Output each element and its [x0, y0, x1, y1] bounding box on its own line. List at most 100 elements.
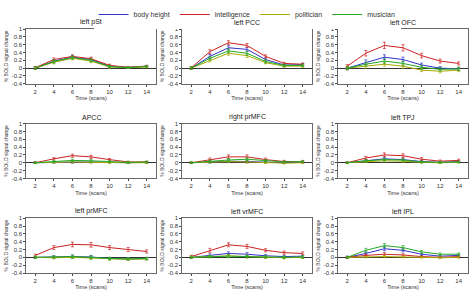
svg-text:0.2: 0.2: [170, 57, 179, 63]
svg-text:1: 1: [19, 121, 23, 127]
svg-text:1: 1: [331, 121, 335, 127]
svg-text:politician: politician: [295, 11, 322, 19]
svg-text:0.2: 0.2: [170, 152, 179, 158]
svg-text:4: 4: [208, 183, 212, 189]
svg-text:2: 2: [34, 278, 38, 284]
svg-text:8: 8: [245, 278, 249, 284]
svg-text:left OFC: left OFC: [390, 19, 416, 26]
svg-text:8: 8: [401, 89, 405, 95]
svg-text:4: 4: [208, 89, 212, 95]
svg-text:4: 4: [364, 183, 368, 189]
svg-text:% BOLD signal change: % BOLD signal change: [159, 125, 165, 177]
svg-text:-0.2: -0.2: [324, 168, 335, 174]
svg-text:0.4: 0.4: [14, 144, 23, 150]
svg-text:% BOLD signal change: % BOLD signal change: [315, 30, 321, 82]
svg-text:8: 8: [89, 183, 93, 189]
svg-text:0.4: 0.4: [170, 144, 179, 150]
svg-text:0.8: 0.8: [14, 34, 23, 40]
svg-text:Time (scans): Time (scans): [231, 284, 263, 290]
svg-text:0.4: 0.4: [326, 144, 335, 150]
svg-text:-0.2: -0.2: [12, 168, 23, 174]
svg-text:8: 8: [89, 89, 93, 95]
svg-text:0: 0: [175, 65, 179, 71]
svg-text:0.2: 0.2: [326, 247, 335, 253]
svg-text:0.6: 0.6: [170, 136, 179, 142]
svg-text:12: 12: [437, 183, 444, 189]
svg-text:14: 14: [143, 278, 150, 284]
svg-text:1: 1: [175, 215, 179, 221]
svg-text:0.6: 0.6: [326, 136, 335, 142]
svg-text:0: 0: [331, 160, 335, 166]
svg-text:-0.4: -0.4: [168, 175, 179, 181]
svg-text:4: 4: [52, 89, 56, 95]
svg-text:% BOLD signal change: % BOLD signal change: [159, 30, 165, 82]
svg-text:2: 2: [190, 89, 194, 95]
svg-text:% BOLD signal change: % BOLD signal change: [315, 125, 321, 177]
svg-text:Time (scans): Time (scans): [75, 95, 107, 101]
svg-text:0.8: 0.8: [170, 34, 179, 40]
svg-text:12: 12: [125, 89, 132, 95]
svg-text:14: 14: [143, 183, 150, 189]
svg-text:left pSt: left pSt: [80, 18, 102, 26]
svg-text:8: 8: [89, 278, 93, 284]
svg-text:0.8: 0.8: [170, 129, 179, 135]
svg-text:-0.4: -0.4: [12, 175, 23, 181]
svg-text:% BOLD signal change: % BOLD signal change: [315, 220, 321, 272]
svg-text:6: 6: [227, 183, 231, 189]
svg-text:musician: musician: [367, 11, 395, 18]
svg-text:-0.2: -0.2: [324, 73, 335, 79]
svg-text:12: 12: [125, 183, 132, 189]
svg-text:6: 6: [383, 183, 387, 189]
svg-text:body height: body height: [134, 11, 170, 19]
svg-text:-0.2: -0.2: [168, 262, 179, 268]
svg-text:1: 1: [175, 121, 179, 127]
svg-text:left IPL: left IPL: [392, 208, 414, 215]
svg-text:12: 12: [437, 278, 444, 284]
svg-text:left prMFC: left prMFC: [75, 207, 108, 215]
svg-text:10: 10: [262, 89, 269, 95]
svg-text:-0.4: -0.4: [324, 270, 335, 276]
svg-text:% BOLD signal change: % BOLD signal change: [3, 30, 9, 82]
svg-text:0: 0: [175, 254, 179, 260]
svg-text:14: 14: [455, 278, 462, 284]
svg-text:12: 12: [281, 89, 288, 95]
svg-text:12: 12: [281, 183, 288, 189]
svg-text:Time (scans): Time (scans): [75, 190, 107, 196]
svg-text:1: 1: [331, 215, 335, 221]
svg-text:0.8: 0.8: [170, 223, 179, 229]
svg-text:Time (scans): Time (scans): [387, 95, 419, 101]
svg-text:6: 6: [383, 89, 387, 95]
svg-text:left TPJ: left TPJ: [391, 114, 415, 121]
svg-text:APCC: APCC: [82, 114, 101, 121]
svg-text:0.4: 0.4: [170, 50, 179, 56]
svg-text:Time (scans): Time (scans): [387, 190, 419, 196]
svg-text:-0.4: -0.4: [12, 81, 23, 87]
svg-text:4: 4: [208, 278, 212, 284]
svg-text:0.6: 0.6: [170, 231, 179, 237]
svg-text:0: 0: [19, 160, 23, 166]
svg-text:0.6: 0.6: [326, 231, 335, 237]
svg-text:4: 4: [52, 278, 56, 284]
svg-text:-0.2: -0.2: [12, 262, 23, 268]
svg-text:8: 8: [245, 89, 249, 95]
svg-text:6: 6: [227, 278, 231, 284]
svg-text:0.8: 0.8: [14, 129, 23, 135]
svg-text:0.4: 0.4: [14, 50, 23, 56]
svg-text:-0.4: -0.4: [324, 81, 335, 87]
svg-text:0.6: 0.6: [14, 231, 23, 237]
svg-text:4: 4: [52, 183, 56, 189]
svg-text:10: 10: [262, 183, 269, 189]
svg-text:left PCC: left PCC: [234, 19, 260, 26]
svg-text:intelligence: intelligence: [215, 11, 250, 19]
svg-text:0.2: 0.2: [14, 57, 23, 63]
svg-text:2: 2: [346, 278, 350, 284]
svg-text:12: 12: [281, 278, 288, 284]
svg-text:0: 0: [331, 65, 335, 71]
svg-text:0.6: 0.6: [326, 42, 335, 48]
svg-text:0.4: 0.4: [326, 239, 335, 245]
svg-text:14: 14: [299, 89, 306, 95]
svg-text:6: 6: [383, 278, 387, 284]
svg-text:0.6: 0.6: [14, 42, 23, 48]
svg-text:14: 14: [455, 89, 462, 95]
svg-text:1: 1: [19, 215, 23, 221]
